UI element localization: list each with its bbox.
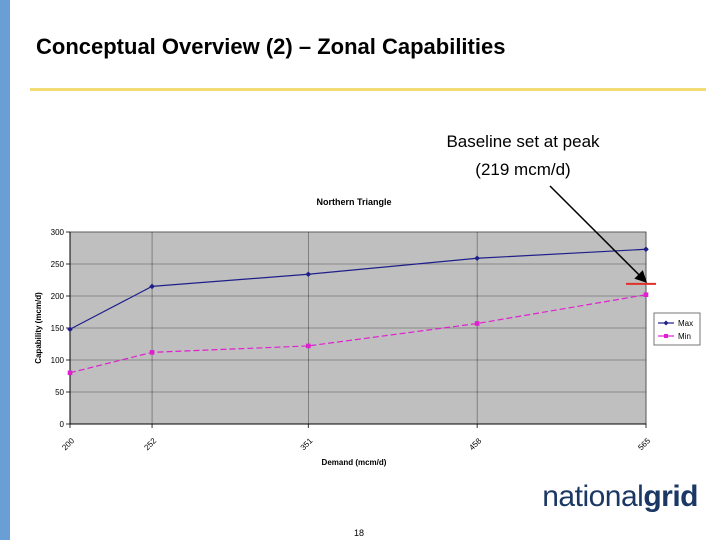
data-point-min [149,350,155,355]
legend-label-min: Min [678,332,691,341]
x-tick-label: 351 [299,436,315,452]
slide-title: Conceptual Overview (2) – Zonal Capabili… [36,34,506,59]
y-tick-label: 0 [60,420,65,429]
baseline-annotation: Baseline set at peak (219 mcm/d) [410,128,636,184]
data-point-min [305,343,311,349]
y-tick-label: 50 [55,388,64,397]
page-number: 18 [354,528,365,538]
y-tick-label: 200 [51,292,65,301]
left-accent-bar [0,0,10,540]
legend-box [653,312,701,346]
y-tick-label: 100 [51,356,65,365]
data-point-max [643,246,649,253]
x-tick-label: 252 [142,436,158,452]
title-underline [30,88,706,91]
x-tick-label: 200 [60,436,76,452]
x-axis-title: Demand (mcm/d) [322,458,387,467]
chart-title: Northern Triangle [316,197,391,207]
annotation-line-1: Baseline set at peak [446,132,600,151]
y-tick-label: 250 [51,260,65,269]
x-tick-label: 458 [467,436,483,452]
data-point-min [67,370,73,376]
annotation-line-2: (219 mcm/d) [475,160,571,179]
y-tick-label: 300 [51,228,65,237]
y-axis-title: Capability (mcm/d) [34,292,43,364]
logo-text-national: national [542,480,644,513]
data-point-min [474,321,480,326]
x-tick-label: 565 [636,436,652,452]
legend-marker-min [664,334,668,338]
annotation-arrow [549,185,648,283]
y-tick-label: 150 [51,324,65,333]
data-point-max [67,326,73,333]
data-point-max [474,255,480,262]
legend-marker-max [663,320,669,326]
series-line-min [69,294,647,374]
national-grid-logo: nationalgrid [542,480,698,514]
legend-label-max: Max [678,319,693,328]
data-point-min [643,292,649,298]
logo-text-grid: grid [643,480,698,513]
data-point-max [149,283,155,290]
data-point-max [305,271,312,278]
